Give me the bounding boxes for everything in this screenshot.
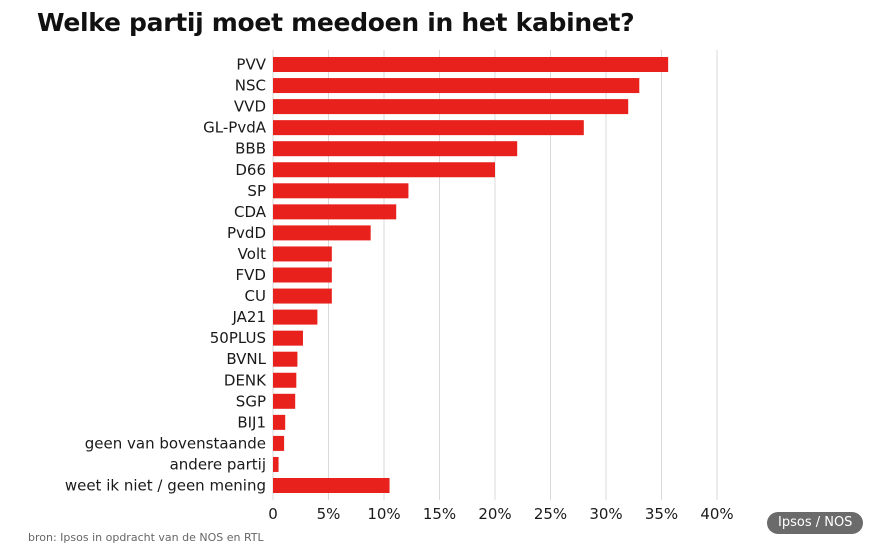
source-badge: Ipsos / NOS [767, 512, 864, 534]
x-tick-label: 30% [589, 505, 622, 523]
bar [273, 225, 371, 241]
bar [273, 435, 285, 451]
bar [273, 478, 390, 493]
bar [273, 456, 279, 472]
bar [273, 414, 286, 430]
category-label: NSC [235, 77, 266, 95]
bar [273, 288, 332, 304]
x-tick-label: 5% [317, 505, 341, 523]
category-label: DENK [224, 371, 267, 389]
category-label: weet ik niet / geen mening [65, 477, 266, 495]
category-label: BVNL [226, 350, 266, 368]
bar [273, 183, 409, 199]
category-label: 50PLUS [210, 329, 266, 347]
category-label: geen van bovenstaande [85, 434, 266, 452]
category-label: VVD [234, 98, 266, 116]
x-tick-labels: 0 5% 10% 15% 20% 25% 30% 35% 40% [268, 505, 733, 523]
source-note: bron: Ipsos in opdracht van de NOS en RT… [28, 531, 264, 544]
bar [273, 330, 303, 346]
bar [273, 204, 397, 220]
bar [273, 351, 298, 367]
x-tick-label: 35% [645, 505, 678, 523]
bar [273, 120, 584, 136]
x-tick-label: 0 [268, 505, 278, 523]
category-label: PVV [236, 56, 266, 74]
category-label: Volt [238, 245, 266, 263]
category-label: GL-PvdA [203, 119, 267, 137]
x-tick-label: 40% [700, 505, 733, 523]
bar [273, 246, 332, 262]
category-label: BBB [235, 140, 266, 158]
category-label: SP [247, 182, 266, 200]
category-label: CDA [234, 203, 267, 221]
bars [273, 57, 669, 493]
category-label: andere partij [170, 455, 266, 473]
category-label: JA21 [231, 308, 266, 326]
category-label: D66 [235, 161, 266, 179]
chart-title: Welke partij moet meedoen in het kabinet… [37, 8, 635, 37]
x-tick-label: 10% [367, 505, 400, 523]
x-tick-label: 15% [423, 505, 456, 523]
bar [273, 309, 318, 325]
bar [273, 99, 629, 115]
bar [273, 78, 640, 94]
category-label: BIJ1 [237, 413, 266, 431]
x-tick-label: 20% [478, 505, 511, 523]
category-label: PvdD [227, 224, 266, 242]
gridlines [272, 50, 718, 500]
bar [273, 57, 669, 72]
bar [273, 267, 332, 283]
bar [273, 393, 296, 409]
category-labels: PVV NSC VVD GL-PvdA BBB D66 SP CDA PvdD Volt FVD CU… [65, 56, 267, 495]
bar [273, 162, 495, 178]
bar [273, 372, 297, 388]
category-label: SGP [236, 392, 266, 410]
category-label: FVD [236, 266, 266, 284]
bar [273, 141, 518, 157]
x-tick-label: 25% [534, 505, 567, 523]
category-label: CU [245, 287, 266, 305]
